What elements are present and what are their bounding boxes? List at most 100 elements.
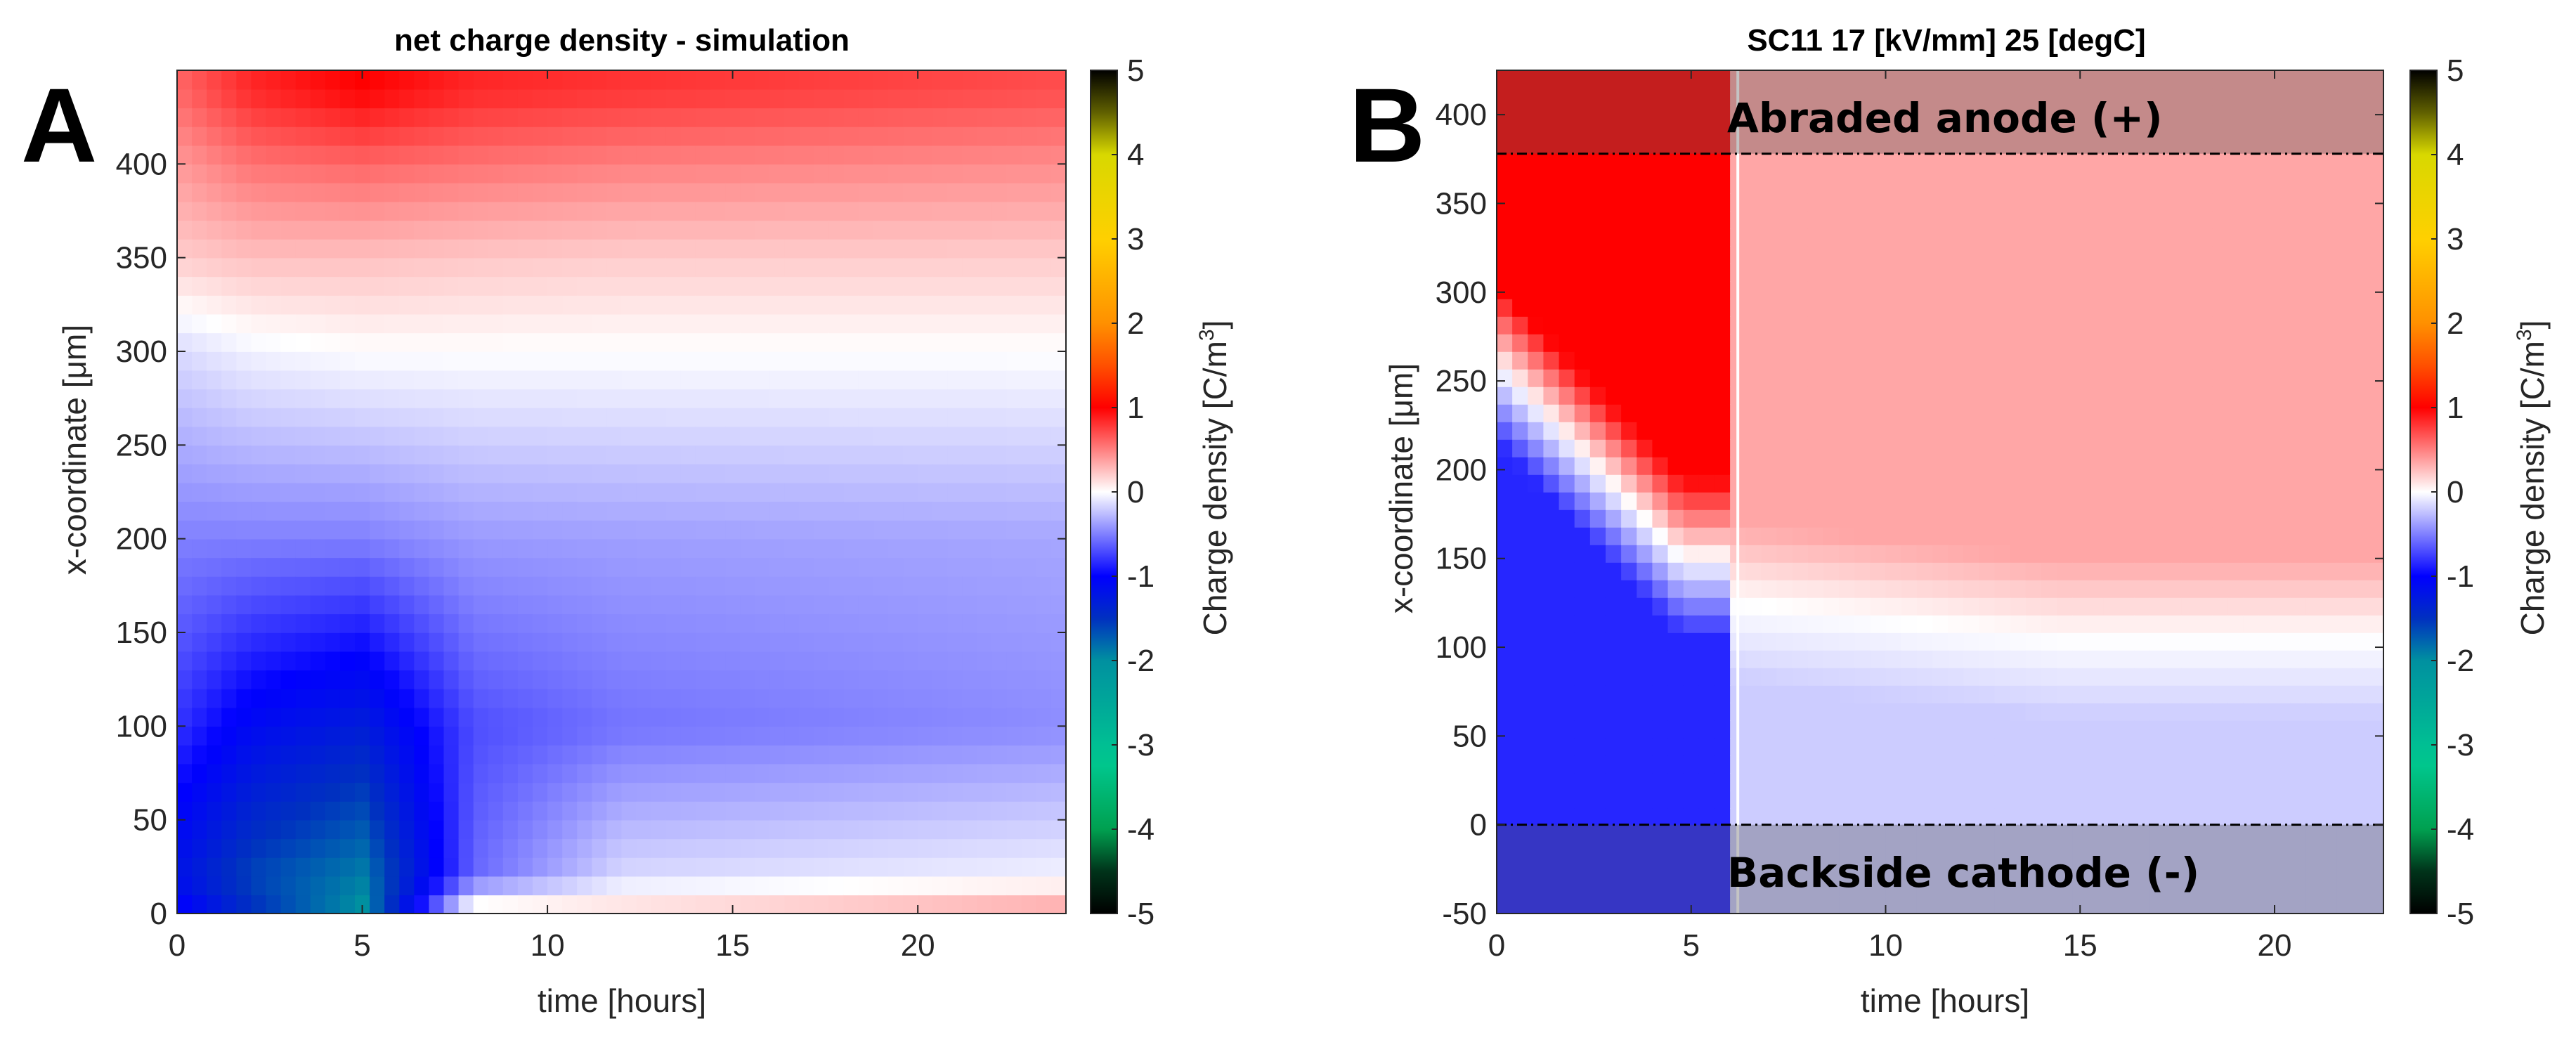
heatmap-cell	[207, 613, 223, 633]
heatmap-cell	[636, 670, 652, 689]
heatmap-cell	[1854, 492, 1871, 510]
heatmap-cell	[1714, 386, 1731, 405]
heatmap-cell	[991, 763, 1008, 784]
heatmap-cell	[2197, 545, 2213, 563]
heatmap-cell	[325, 313, 341, 334]
heatmap-cell	[325, 613, 341, 633]
heatmap-cell	[1543, 703, 1560, 721]
heatmap-cell	[2103, 334, 2120, 352]
heatmap-cell	[2119, 755, 2135, 774]
heatmap-cell	[1021, 332, 1037, 352]
heatmap-cell	[1605, 369, 1622, 387]
heatmap-cell	[1652, 580, 1669, 598]
heatmap-cell	[1714, 264, 1731, 282]
heatmap-cell	[1512, 299, 1529, 317]
heatmap-cell	[1698, 316, 1715, 334]
heatmap-cell	[1559, 791, 1575, 809]
heatmap-cell	[755, 557, 771, 577]
heatmap-cell	[547, 220, 563, 240]
heatmap-cell	[325, 389, 341, 408]
heatmap-cell	[1589, 545, 1606, 563]
heatmap-cell	[769, 426, 786, 446]
heatmap-cell	[621, 726, 637, 746]
heatmap-cell	[1854, 316, 1871, 334]
heatmap-cell	[1050, 857, 1067, 877]
heatmap-cell	[2149, 176, 2166, 194]
heatmap-cell	[977, 276, 993, 296]
heatmap-cell	[384, 220, 401, 240]
heatmap-cell	[280, 408, 297, 427]
heatmap-cell	[725, 538, 741, 559]
heatmap-cell	[517, 408, 533, 427]
heatmap-cell	[1637, 738, 1653, 756]
heatmap-cell	[2072, 351, 2089, 370]
heatmap-cell	[843, 408, 859, 427]
heatmap-cell	[1559, 808, 1575, 826]
heatmap-cell	[177, 426, 193, 446]
heatmap-cell	[1528, 878, 1544, 897]
heatmap-cell	[799, 164, 815, 183]
heatmap-cell	[1036, 295, 1052, 315]
heatmap-cell	[1901, 351, 1918, 370]
heatmap-cell	[1589, 316, 1606, 334]
heatmap-cell	[502, 782, 519, 802]
heatmap-cell	[443, 126, 460, 146]
heatmap-cell	[1932, 861, 1949, 879]
heatmap-cell	[1823, 597, 1840, 616]
heatmap-cell	[1543, 562, 1560, 580]
heatmap-cell	[665, 89, 682, 109]
heatmap-cell	[2149, 264, 2166, 282]
heatmap-cell	[370, 164, 385, 183]
heatmap-cell	[1839, 299, 1856, 317]
heatmap-cell	[1916, 176, 1933, 194]
heatmap-cell	[266, 239, 282, 259]
heatmap-cell	[1885, 597, 1902, 616]
heatmap-cell	[828, 276, 845, 296]
heatmap-cell	[1745, 351, 1762, 370]
heatmap-cell	[1761, 632, 1778, 651]
heatmap-cell	[443, 408, 460, 427]
heatmap-cell	[547, 651, 563, 671]
heatmap-cell	[192, 351, 207, 371]
heatmap-cell	[502, 164, 519, 183]
heatmap-cell	[577, 295, 593, 315]
heatmap-cell	[1652, 422, 1669, 440]
heatmap-cell	[295, 183, 311, 202]
heatmap-cell	[1667, 720, 1684, 739]
heatmap-cell	[1901, 193, 1918, 212]
heatmap-cell	[473, 801, 489, 821]
heatmap-cell	[2134, 615, 2151, 633]
heatmap-cell	[947, 239, 963, 259]
heatmap-cell	[295, 782, 311, 802]
heatmap-cell	[1885, 246, 1902, 264]
heatmap-cell	[488, 389, 504, 408]
heatmap-cell	[2057, 457, 2073, 475]
heatmap-cell	[355, 313, 370, 334]
heatmap-cell	[310, 594, 326, 615]
heatmap-cell	[325, 857, 341, 877]
heatmap-cell	[1667, 773, 1684, 791]
heatmap-cell	[1683, 228, 1700, 247]
heatmap-cell	[2181, 246, 2198, 264]
heatmap-cell	[680, 613, 696, 633]
heatmap-cell	[2088, 351, 2105, 370]
heatmap-cell	[1979, 228, 1996, 247]
heatmap-cell	[1870, 720, 1887, 739]
heatmap-cell	[725, 445, 741, 464]
heatmap-cell	[2025, 474, 2042, 493]
heatmap-cell	[1994, 281, 2011, 299]
heatmap-cell	[1870, 492, 1887, 510]
colorbar-tick-label: 2	[1127, 306, 1144, 341]
heatmap-cell	[636, 220, 652, 240]
heatmap-cell	[177, 745, 193, 765]
heatmap-cell	[2119, 193, 2135, 212]
heatmap-cell	[310, 801, 326, 821]
heatmap-cell	[843, 164, 859, 183]
heatmap-cell	[1698, 211, 1715, 229]
heatmap-cell	[1761, 808, 1778, 826]
heatmap-cell	[280, 126, 297, 146]
heatmap-cell	[2181, 369, 2198, 387]
heatmap-cell	[458, 145, 474, 165]
heatmap-cell	[2025, 808, 2042, 826]
heatmap-cell	[1006, 332, 1022, 352]
